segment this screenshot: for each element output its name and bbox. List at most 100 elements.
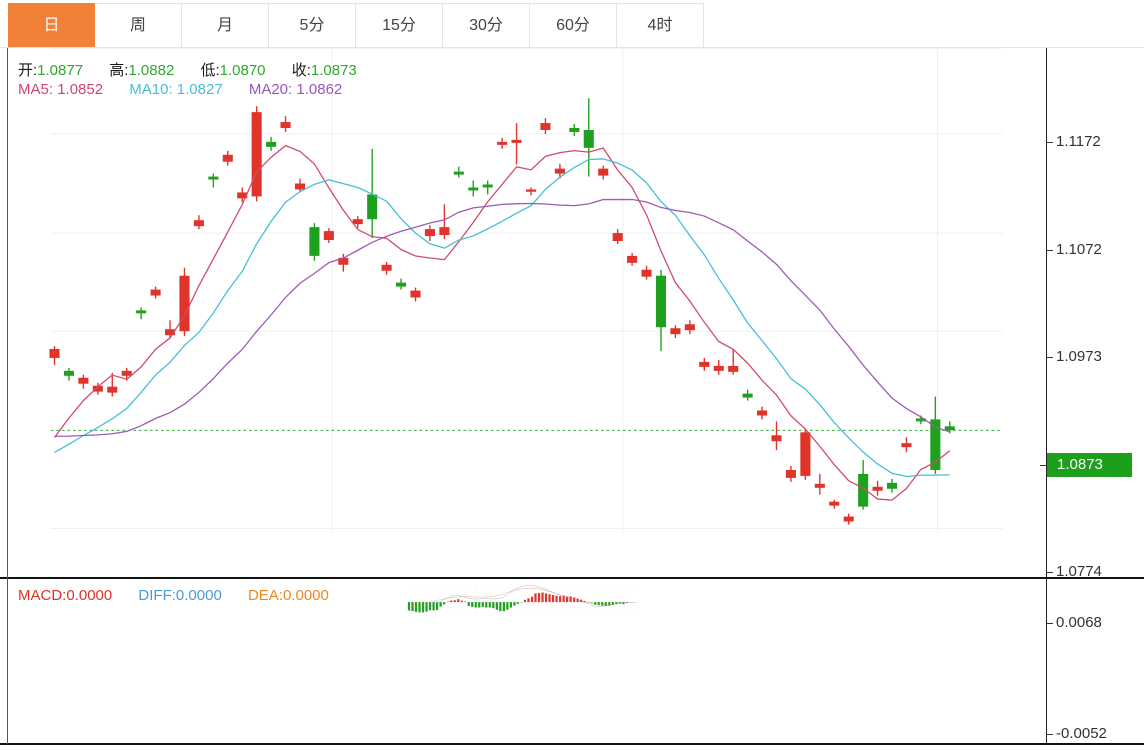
candle-body [901,443,912,448]
y-tick-1.0973: 1.0973 [1056,348,1102,365]
y-tick-1.1072: 1.1072 [1056,241,1102,258]
current-price-tickmark [1040,465,1047,466]
candle-body [800,432,811,476]
ma20-value: 1.0862 [296,81,343,98]
tab-15min[interactable]: 15分 [356,3,443,47]
candle-body [63,370,74,376]
candle-body [858,473,869,507]
dea-label: DEA: [247,587,283,604]
macd-hist-bar [471,602,474,608]
macd-hist-bar [530,596,534,603]
macd-hist-bar [414,602,418,612]
candle-body [280,122,291,129]
macd-hist-bar [435,602,439,610]
high-label: 高: [109,62,129,79]
candle-body [251,112,262,197]
candlestick-chart[interactable] [0,48,1046,577]
timeframe-tabbar: 日 周 月 5分 15分 30分 60分 4时 [0,0,1144,48]
tab-day[interactable]: 日 [8,3,95,47]
macd-hist-bar [516,602,520,604]
macd-hist-bar [548,594,551,603]
tab-week[interactable]: 周 [95,3,182,47]
macd-hist-bar [457,599,460,603]
macd-chart[interactable] [0,578,1046,744]
macd-hist-bar [432,602,435,611]
macd-hist-bar [453,600,456,603]
candle-body [612,233,623,242]
candle-body [179,275,190,332]
macd-hist-bar [566,596,569,603]
macd-hist-bar [492,602,495,609]
candle-body [164,329,176,336]
macd-hist-bar [506,602,509,610]
ma5-value: 1.0852 [57,81,104,98]
close-label: 收: [291,62,311,79]
macd-hist-bar [615,602,618,605]
tab-5min[interactable]: 5分 [269,3,356,47]
candle-body [482,184,493,188]
candle-body [525,189,537,192]
candle-body [121,370,132,376]
macd-hist-bar [509,602,513,608]
low-label: 低: [200,62,220,79]
diff-label: DIFF: [138,587,176,604]
candle-body [728,365,739,372]
candle-body [655,275,667,328]
right-axis-line [1046,48,1047,744]
candle-body [829,501,840,506]
candle-body [843,516,854,522]
macd-tickmark [1046,734,1053,735]
tab-month[interactable]: 月 [182,3,269,47]
ma5-label: MA5: [18,81,54,98]
diff-line [408,585,627,611]
candle-body [266,141,277,147]
candle-body [627,255,638,263]
tab-30min[interactable]: 30分 [443,3,530,47]
macd-hist-bar [622,602,625,605]
tab-60min[interactable]: 60分 [530,3,617,47]
macd-hist-bar [562,595,565,603]
y-tickmark [1046,357,1053,358]
macd-hist-bar [625,602,628,603]
candle-body [468,187,479,191]
macd-hist-bar [551,595,555,603]
macd-hist-bar [411,602,414,612]
y-tickmark [1046,572,1053,573]
candle-body [78,377,89,384]
candle-body [641,269,652,277]
y-tickmark [1046,142,1053,143]
candle-body [396,282,407,287]
left-axis-line [7,48,8,744]
ma20-line [54,198,950,437]
diff-value: 0.0000 [175,587,222,604]
ma10-value: 1.0827 [176,81,223,98]
macd-hist-bar [443,602,446,605]
candle-body [309,227,320,256]
tab-4hour[interactable]: 4时 [617,3,704,47]
macd-hist-bar [558,596,562,603]
macd-hist-bar [425,602,428,612]
y-tick-1.1172: 1.1172 [1056,133,1101,150]
macd-hist-bar [502,602,505,612]
macd-hist-bar [460,600,463,603]
high-value: 1.0882 [128,62,175,79]
ma5-line [53,144,951,501]
macd-tickmark [1046,623,1053,624]
macd-hist-bar [555,595,558,603]
candle-body [193,220,204,227]
macd-tick-neg: -0.0052 [1056,725,1107,742]
macd-hist-bar [541,592,544,603]
candle-body [540,123,551,130]
macd-hist-bar [569,596,572,603]
candle-body [208,176,219,180]
dea-line [408,588,637,608]
candle-body [294,183,306,190]
candle-body [569,128,580,132]
macd-hist-bar [590,602,593,603]
candle-body [453,171,464,175]
candle-body [757,410,768,416]
macd-hist-bar [499,602,502,612]
panel-separator-line [0,577,1144,579]
open-label: 开: [18,62,38,79]
